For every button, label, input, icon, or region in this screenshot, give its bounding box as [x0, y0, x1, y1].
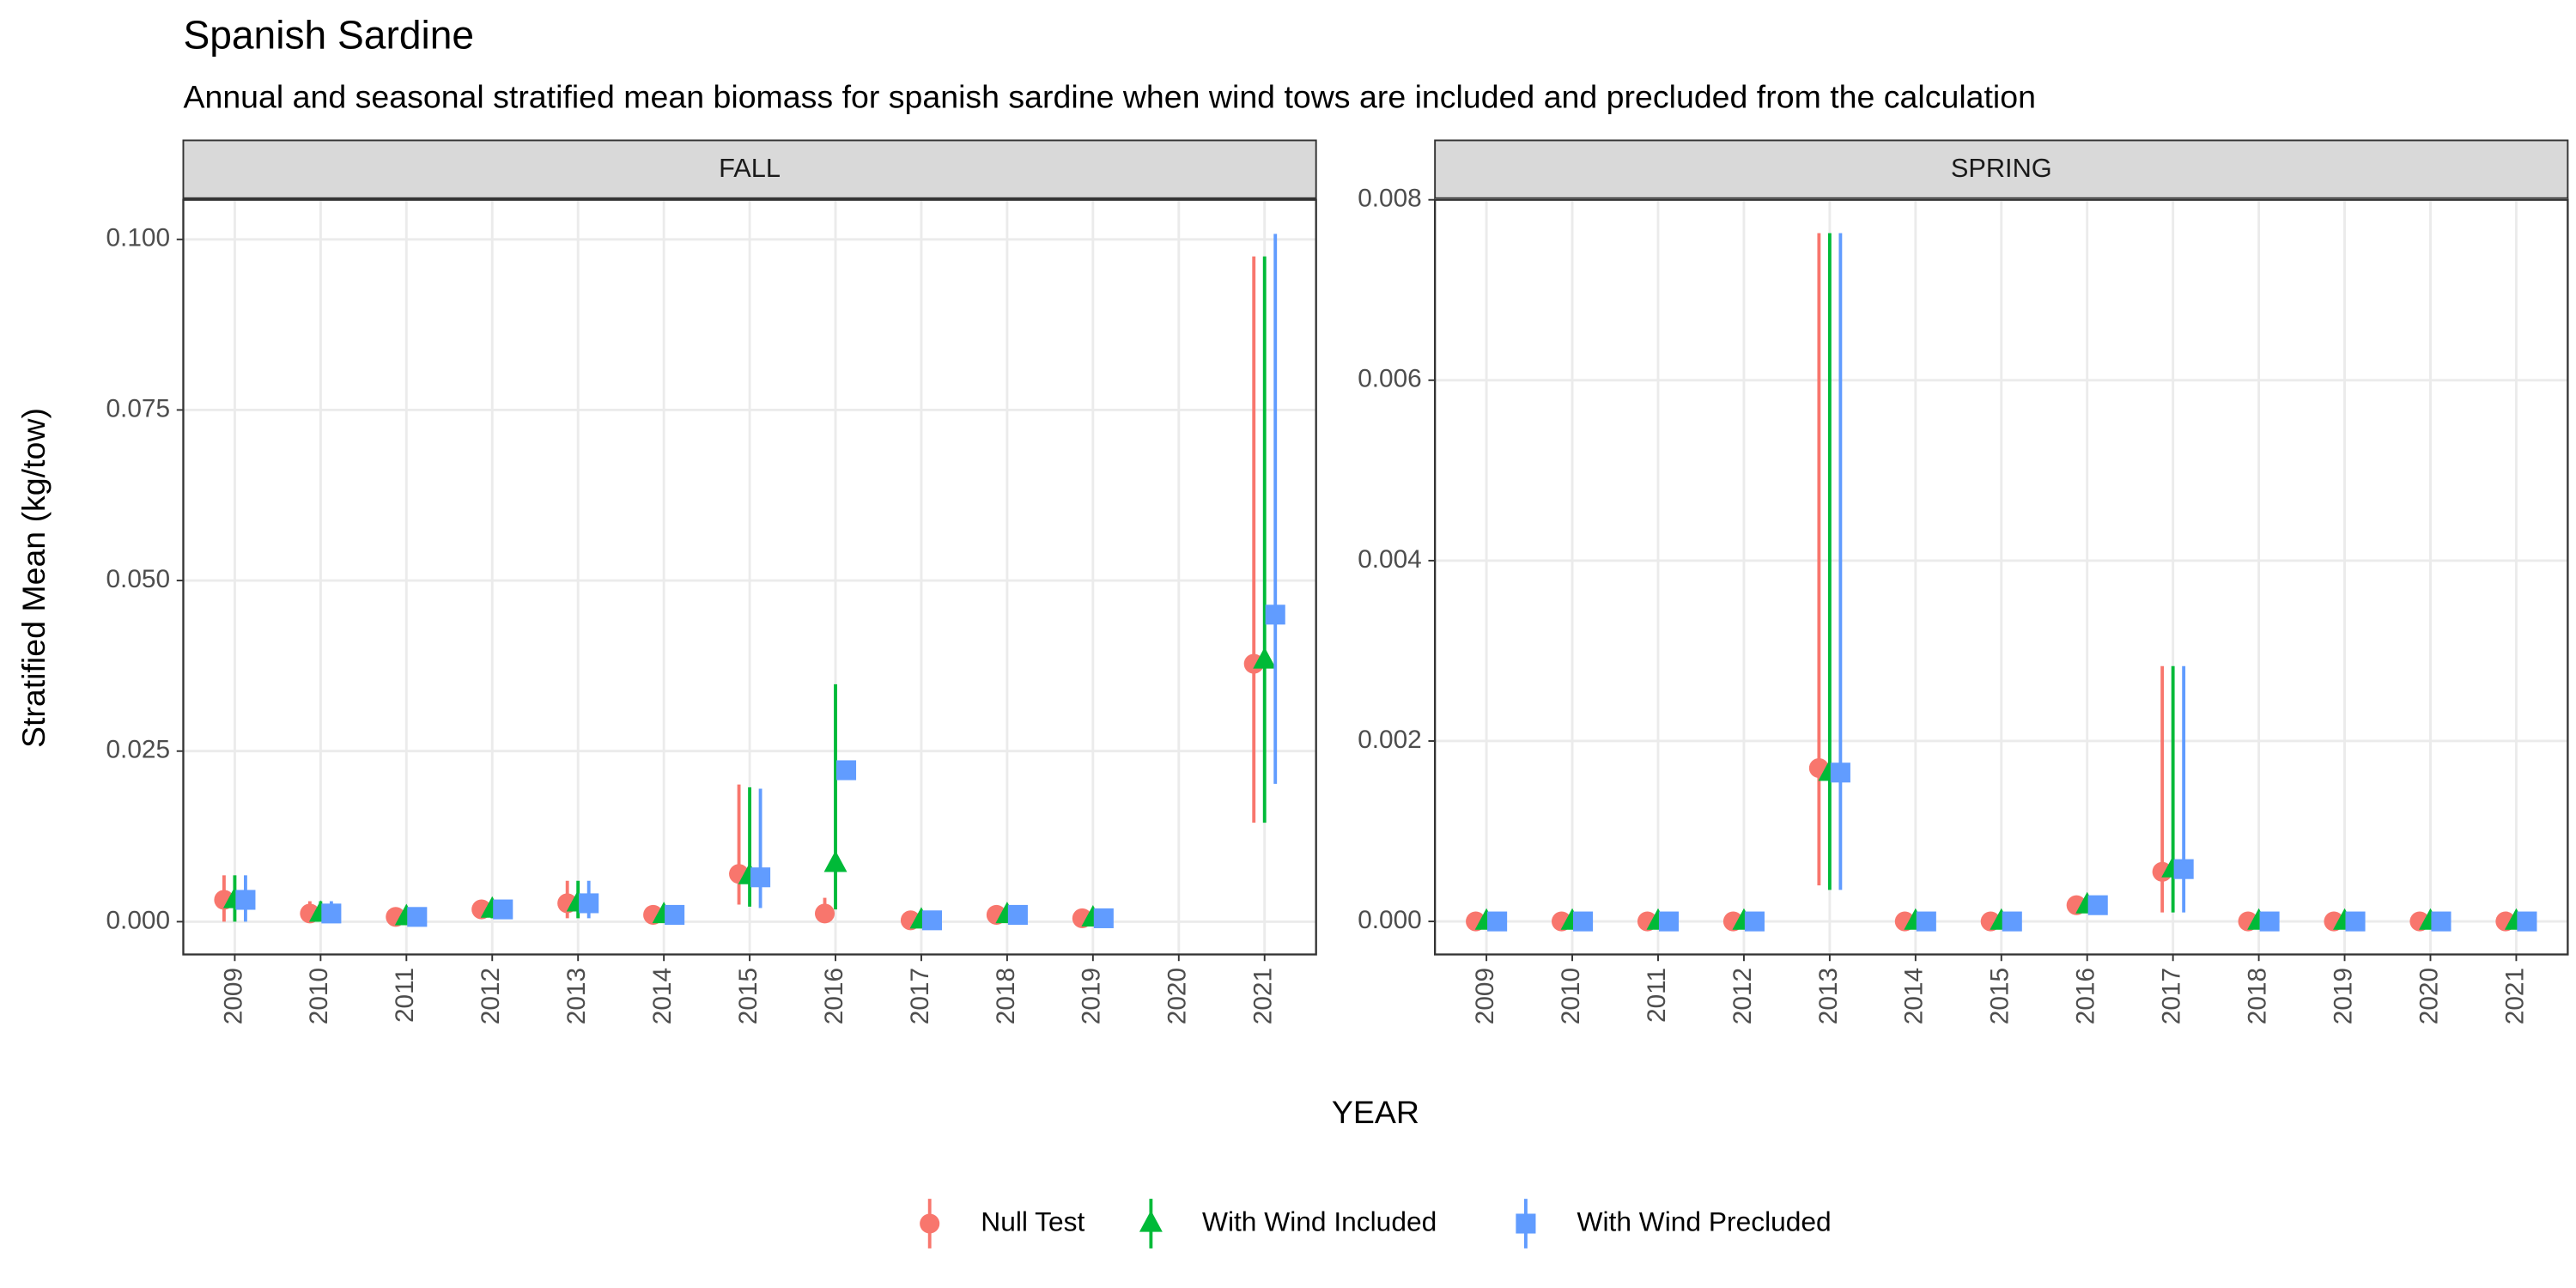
point: [665, 904, 685, 925]
x-tick-label: 2010: [305, 968, 333, 1024]
point: [2002, 911, 2022, 932]
legend-label: With Wind Precluded: [1577, 1206, 1832, 1236]
point: [1093, 908, 1114, 928]
point: [407, 907, 428, 927]
point: [823, 850, 848, 872]
x-tick-label: 2017: [906, 968, 934, 1024]
x-tick-label: 2015: [734, 968, 762, 1024]
y-tick-label: 0.006: [1358, 365, 1422, 393]
x-tick-label: 2017: [2158, 968, 2186, 1024]
point: [750, 867, 771, 888]
strip: [182, 139, 1317, 199]
point: [2259, 911, 2280, 932]
point: [235, 890, 256, 910]
point: [2173, 859, 2194, 879]
y-tick-label: 0.000: [106, 906, 170, 934]
strip: [1434, 139, 2569, 199]
y-tick-label: 0.008: [1358, 185, 1422, 213]
point: [1007, 904, 1028, 925]
point: [814, 903, 835, 924]
point: [2431, 911, 2451, 932]
y-axis-label: Stratified Mean (kg/tow): [15, 408, 52, 748]
legend-label: With Wind Included: [1202, 1206, 1437, 1236]
point: [1830, 762, 1850, 783]
y-tick-label: 0.025: [106, 736, 170, 764]
x-tick-label: 2014: [1900, 968, 1929, 1024]
point: [1658, 911, 1680, 932]
panel-border: [1434, 198, 2569, 956]
point: [1573, 911, 1594, 932]
x-tick-label: 2020: [1163, 968, 1192, 1024]
point: [579, 893, 599, 914]
x-tick-label: 2016: [820, 968, 848, 1024]
x-axis-label: YEAR: [1332, 1094, 1419, 1130]
x-tick-label: 2018: [2243, 968, 2271, 1024]
legend-key: [920, 1213, 940, 1234]
strip-label: SPRING: [1951, 153, 2052, 183]
y-tick-label: 0.100: [106, 224, 170, 252]
chart-subtitle: Annual and seasonal stratified mean biom…: [183, 78, 2036, 114]
point: [2087, 895, 2108, 915]
point: [835, 760, 857, 781]
x-tick-label: 2012: [1728, 968, 1757, 1024]
y-tick-label: 0.075: [106, 394, 170, 422]
point: [1265, 605, 1285, 625]
y-tick-label: 0.002: [1358, 726, 1422, 754]
y-tick-label: 0.000: [1358, 906, 1422, 934]
point: [1253, 647, 1277, 669]
legend-key: [1139, 1210, 1163, 1232]
x-tick-label: 2019: [1078, 968, 1106, 1024]
panel-border: [182, 198, 1317, 956]
point: [493, 899, 513, 920]
x-tick-label: 2009: [1471, 968, 1499, 1024]
x-tick-label: 2016: [2072, 968, 2100, 1024]
point: [1916, 911, 1936, 932]
chart-title: Spanish Sardine: [183, 12, 474, 57]
legend-key: [1516, 1213, 1536, 1234]
x-tick-label: 2020: [2415, 968, 2443, 1024]
x-tick-label: 2018: [992, 968, 1020, 1024]
x-tick-label: 2010: [1557, 968, 1585, 1024]
y-tick-label: 0.004: [1358, 545, 1422, 574]
x-tick-label: 2013: [1814, 968, 1843, 1024]
x-tick-label: 2019: [2329, 968, 2357, 1024]
x-tick-label: 2011: [391, 968, 419, 1023]
x-tick-label: 2015: [1986, 968, 2014, 1024]
legend-label: Null Test: [981, 1206, 1084, 1236]
x-tick-label: 2012: [477, 968, 505, 1024]
point: [1744, 911, 1765, 932]
point: [2345, 911, 2366, 932]
x-tick-label: 2021: [1249, 968, 1278, 1024]
x-tick-label: 2014: [648, 968, 677, 1024]
point: [2517, 911, 2537, 932]
point: [321, 903, 342, 924]
x-tick-label: 2013: [562, 968, 591, 1024]
point: [1487, 911, 1508, 932]
x-tick-label: 2021: [2500, 968, 2529, 1024]
x-tick-label: 2009: [219, 968, 247, 1024]
point: [921, 910, 942, 931]
strip-label: FALL: [719, 153, 781, 183]
x-tick-label: 2011: [1643, 968, 1671, 1023]
y-tick-label: 0.050: [106, 565, 170, 593]
